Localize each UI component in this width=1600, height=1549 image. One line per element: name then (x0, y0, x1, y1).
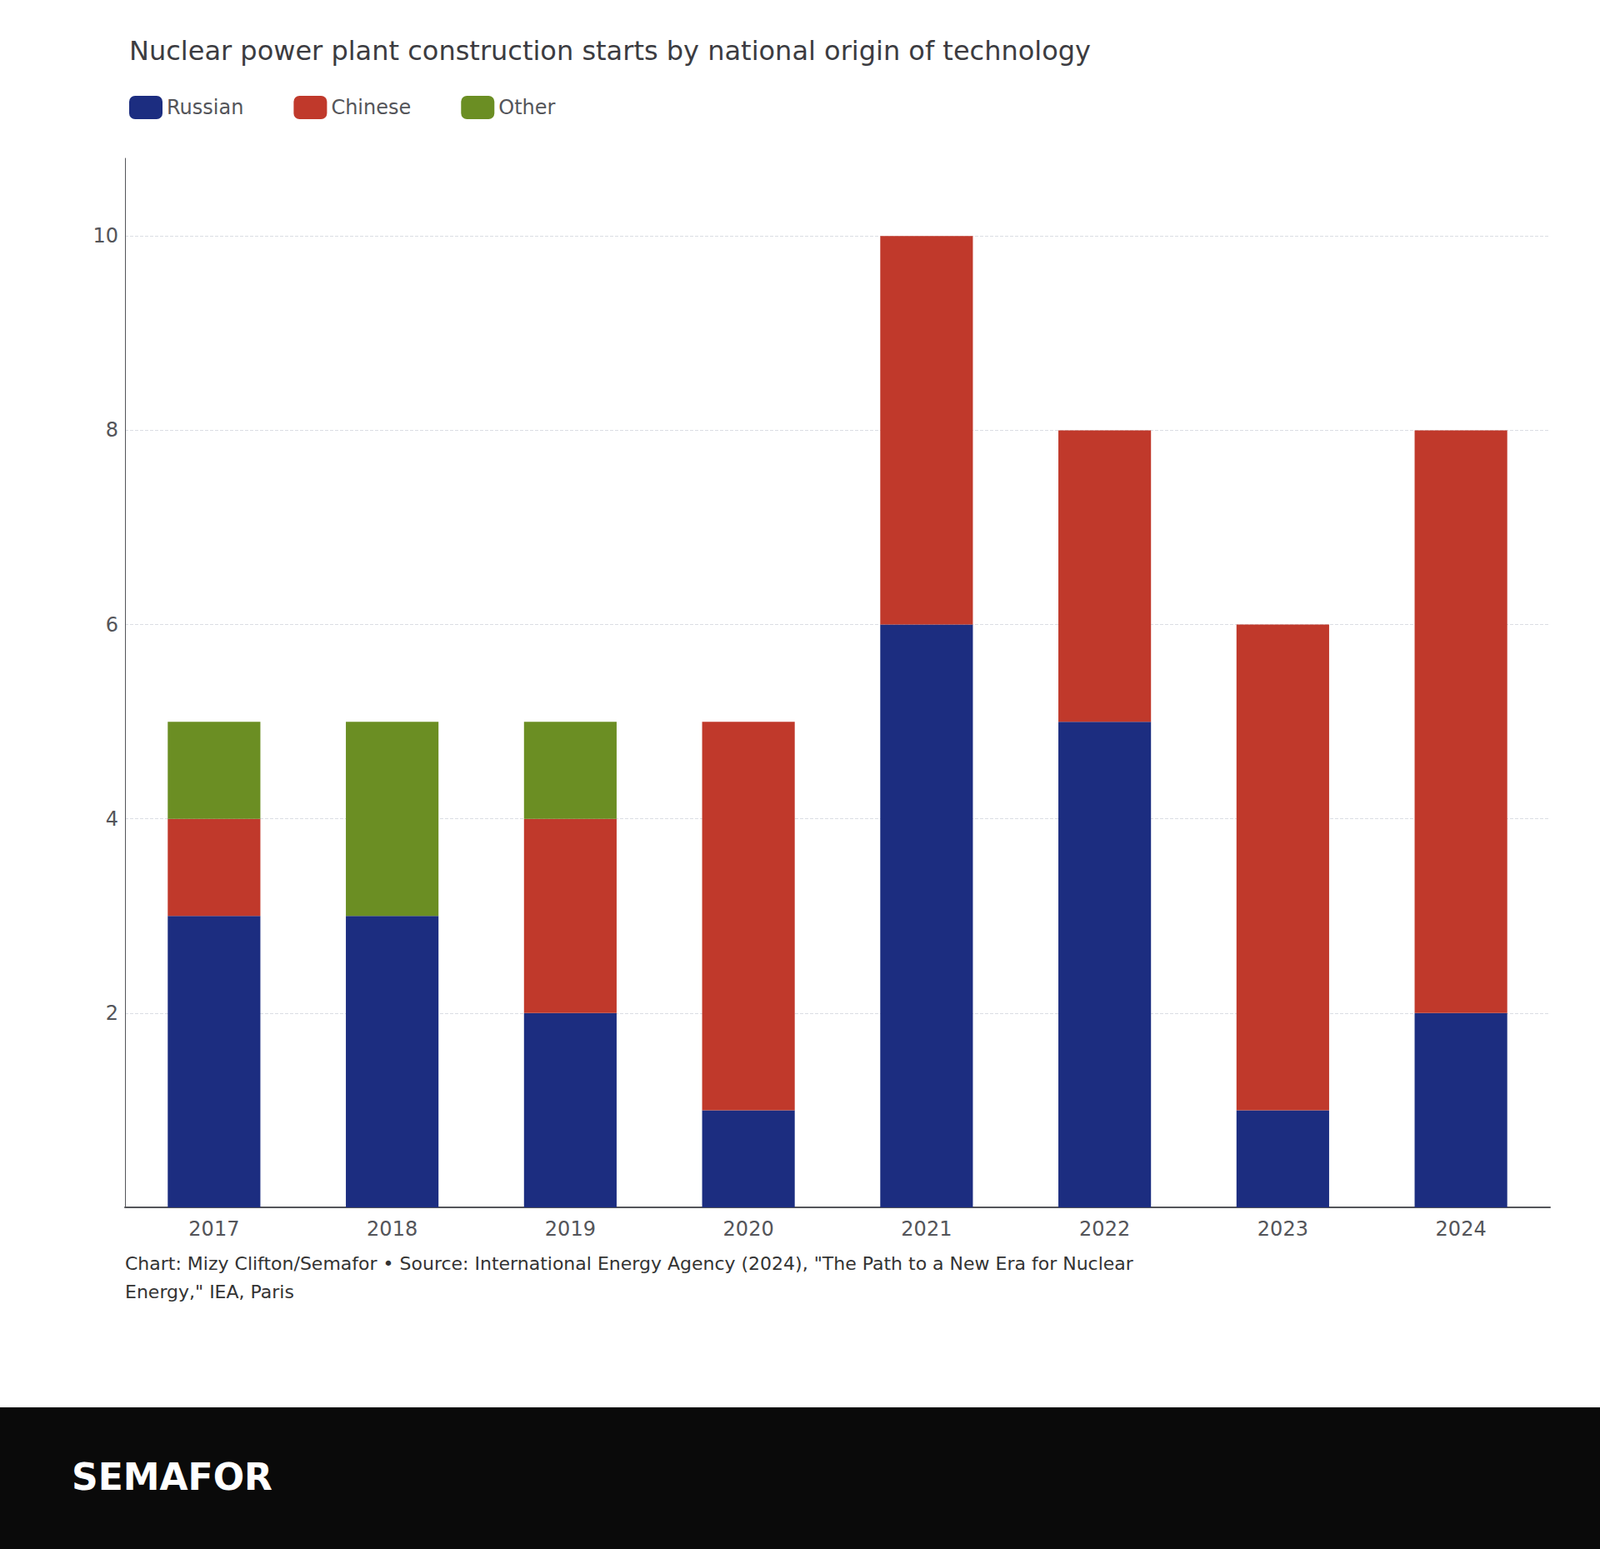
svg-text:2023: 2023 (1257, 1217, 1309, 1241)
svg-text:2020: 2020 (723, 1217, 775, 1241)
svg-text:2: 2 (105, 1001, 119, 1025)
svg-text:8: 8 (105, 418, 119, 442)
svg-text:Chart: Mizy Clifton/Semafor •: Chart: Mizy Clifton/Semafor • Source: In… (125, 1253, 1135, 1275)
svg-text:2017: 2017 (188, 1217, 240, 1241)
svg-text:6: 6 (105, 613, 119, 637)
svg-text:Russian: Russian (166, 95, 244, 120)
svg-text:2021: 2021 (900, 1217, 952, 1241)
svg-text:Chinese: Chinese (330, 95, 411, 120)
svg-text:SEMAFOR: SEMAFOR (71, 1455, 273, 1499)
svg-text:2022: 2022 (1079, 1217, 1130, 1241)
svg-text:2019: 2019 (545, 1217, 596, 1241)
svg-text:2024: 2024 (1435, 1217, 1487, 1241)
svg-text:4: 4 (105, 807, 119, 831)
svg-text:Energy," IEA, Paris: Energy," IEA, Paris (125, 1281, 295, 1303)
svg-text:10: 10 (92, 224, 119, 248)
svg-text:Other: Other (498, 95, 555, 120)
svg-text:Nuclear power plant constructi: Nuclear power plant construction starts … (129, 35, 1091, 67)
svg-text:2018: 2018 (366, 1217, 418, 1241)
